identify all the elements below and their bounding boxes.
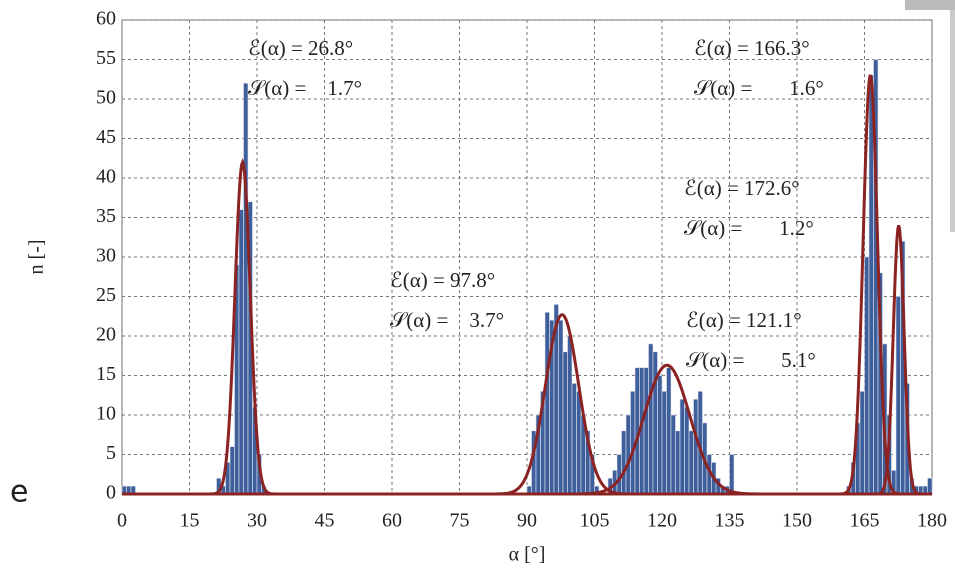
bar — [648, 343, 654, 495]
fit-mean-label: ℰ(α) = 172.6° — [684, 176, 800, 200]
bar — [238, 209, 244, 495]
bar — [643, 367, 649, 495]
y-tick-label: 45 — [96, 126, 116, 148]
y-axis-label: n [-] — [26, 240, 48, 275]
fit-mean-label: ℰ(α) = 26.8° — [248, 36, 353, 60]
fit-sd-label: 𝒮(α) = 5.1° — [686, 348, 816, 372]
bar — [229, 446, 235, 495]
x-tick-label: 105 — [580, 510, 610, 532]
photo-fragment — [905, 0, 955, 10]
bar — [544, 311, 550, 495]
y-tick-label: 0 — [106, 482, 116, 504]
x-tick-label: 45 — [315, 510, 335, 532]
x-tick-label: 30 — [247, 510, 267, 532]
x-tick-label: 150 — [782, 510, 812, 532]
bar — [729, 454, 735, 495]
y-tick-label: 35 — [96, 205, 116, 227]
x-tick-label: 180 — [917, 510, 947, 532]
fit-curve — [122, 225, 932, 496]
bar — [675, 430, 681, 495]
bar — [679, 398, 685, 495]
bar — [666, 367, 672, 495]
bar — [661, 390, 667, 495]
x-tick-label: 60 — [382, 510, 402, 532]
bar — [670, 414, 676, 495]
bar — [243, 82, 249, 495]
x-tick-label: 120 — [647, 510, 677, 532]
fit-mean-label: ℰ(α) = 166.3° — [694, 36, 810, 60]
bar — [567, 335, 573, 495]
bar — [864, 256, 870, 495]
bar — [652, 351, 658, 495]
x-tick-label: 15 — [180, 510, 200, 532]
x-axis-label: α [°] — [509, 544, 546, 566]
y-tick-label: 60 — [96, 8, 116, 30]
side-text: e — [10, 475, 28, 510]
fit-sd-label: 𝒮(α) = 1.7° — [248, 76, 362, 100]
x-tick-label: 90 — [517, 510, 537, 532]
y-tick-label: 25 — [96, 284, 116, 306]
y-tick-label: 55 — [96, 47, 116, 69]
photo-fragment — [950, 10, 955, 232]
y-tick-label: 30 — [96, 245, 116, 267]
bar — [859, 390, 865, 495]
x-tick-label: 0 — [117, 510, 127, 532]
bar — [693, 398, 699, 495]
bar — [927, 477, 933, 495]
bar — [558, 319, 564, 495]
y-tick-label: 40 — [96, 166, 116, 188]
bar — [657, 375, 663, 495]
y-tick-label: 50 — [96, 87, 116, 109]
bar — [625, 414, 631, 495]
bar — [562, 351, 568, 495]
bar — [621, 430, 627, 495]
fit-sd-label: 𝒮(α) = 1.6° — [694, 76, 824, 100]
fit-mean-label: ℰ(α) = 97.8° — [390, 268, 495, 292]
fit-sd-label: 𝒮(α) = 3.7° — [390, 308, 504, 332]
y-tick-label: 20 — [96, 324, 116, 346]
x-tick-label: 135 — [715, 510, 745, 532]
x-tick-label: 75 — [450, 510, 470, 532]
y-tick-label: 10 — [96, 403, 116, 425]
fit-mean-label: ℰ(α) = 121.1° — [686, 308, 802, 332]
x-tick-label: 165 — [850, 510, 880, 532]
bar — [688, 430, 694, 495]
bar — [576, 390, 582, 495]
bar — [868, 75, 874, 495]
y-tick-label: 15 — [96, 363, 116, 385]
bar — [895, 296, 901, 495]
y-tick-label: 5 — [106, 442, 116, 464]
fit-sd-label: 𝒮(α) = 1.2° — [684, 216, 814, 240]
bar — [571, 383, 577, 495]
bar — [684, 406, 690, 495]
